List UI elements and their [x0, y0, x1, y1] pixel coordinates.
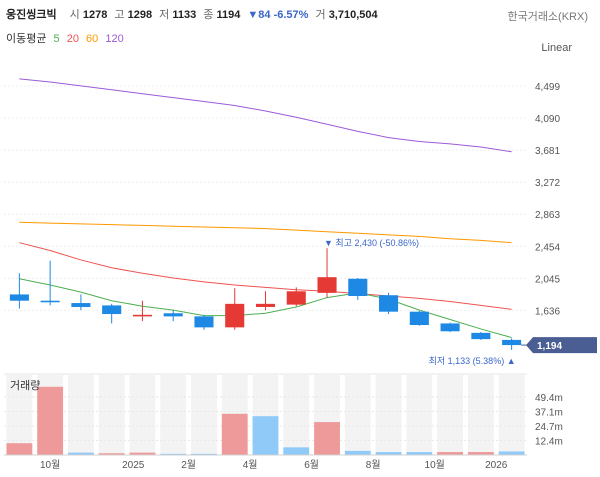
candle-body[interactable]: [194, 316, 214, 328]
close-value: 1194: [216, 9, 241, 21]
x-tick-label: 10월: [425, 459, 445, 471]
x-tick-label: 10월: [40, 459, 60, 471]
price-tick-label: 4,499: [535, 82, 560, 93]
x-tick-label: 8월: [366, 459, 381, 471]
candle-body[interactable]: [440, 323, 460, 332]
moving-average-legend: 이동평균 5 20 60 120: [6, 30, 128, 46]
ma-120-line: [19, 78, 512, 153]
ma-5-line: [19, 278, 512, 339]
low-label: 저: [159, 9, 170, 21]
ma-120-legend[interactable]: 120: [105, 33, 124, 45]
volume-bar[interactable]: [67, 452, 94, 455]
high-label: 고: [114, 9, 125, 21]
close-label: 종: [203, 9, 214, 21]
candle-body[interactable]: [163, 313, 183, 317]
volume-slot: [129, 375, 156, 455]
volume-bar[interactable]: [314, 422, 340, 455]
volume-bar[interactable]: [406, 452, 433, 455]
candle-body[interactable]: [102, 305, 122, 315]
volume-slot: [344, 375, 371, 455]
volume-slot: [283, 375, 310, 455]
volume-bar[interactable]: [98, 453, 125, 455]
volume-bar[interactable]: [37, 386, 64, 455]
ma-60-line: [19, 221, 512, 244]
price-tick-label: 2,863: [535, 210, 560, 221]
volume-bar[interactable]: [437, 452, 464, 455]
ma-20-legend[interactable]: 20: [66, 33, 79, 45]
volume-label: 거래량: [10, 379, 40, 392]
volume-value: 3,710,504: [328, 9, 378, 21]
change-value: ▼84 -6.57%: [247, 9, 309, 21]
volume-tick-label: 24.7m: [535, 422, 563, 433]
candle-body[interactable]: [471, 332, 491, 340]
x-tick-label: 6월: [304, 459, 319, 471]
price-tick-label: 2,045: [535, 274, 560, 285]
candle-body[interactable]: [255, 303, 276, 307]
ma-20-line: [19, 242, 512, 310]
volume-bar[interactable]: [252, 416, 279, 455]
volume-bar[interactable]: [6, 443, 33, 455]
volume-slot: [98, 375, 125, 455]
volume-bar[interactable]: [129, 452, 156, 455]
volume-tick-label: 12.4m: [535, 436, 563, 447]
candle-body[interactable]: [132, 314, 152, 317]
exchange-label: 한국거래소(KRX): [507, 11, 588, 23]
volume-slot: [191, 375, 217, 455]
x-tick-label: 2월: [181, 459, 196, 471]
volume-slot: [67, 375, 94, 455]
candle-body[interactable]: [40, 300, 60, 303]
volume-bar[interactable]: [283, 447, 310, 455]
volume-slot: [6, 375, 33, 455]
candle-body[interactable]: [502, 339, 522, 346]
volume-slot: [467, 375, 494, 455]
price-tick-label: 1,636: [535, 306, 560, 317]
low-value: 1133: [172, 9, 197, 21]
scale-mode-toggle[interactable]: Linear: [541, 42, 572, 54]
volume-bar[interactable]: [375, 452, 402, 455]
candle-body[interactable]: [379, 295, 399, 312]
quote-summary: 웅진씽크빅 시 1278 고 1298 저 1133 종 1194 ▼84 -6…: [6, 6, 378, 22]
last-price-label: 1,194: [537, 341, 562, 352]
open-value: 1278: [82, 9, 108, 21]
volume-tick-label: 49.4m: [535, 393, 563, 404]
moving-average-label: 이동평균: [6, 33, 47, 45]
x-tick-label: 2025: [122, 460, 145, 471]
candle-body[interactable]: [225, 303, 245, 328]
volume-label: 거: [315, 9, 326, 21]
volume-slot: [375, 375, 402, 455]
price-tick-label: 3,681: [535, 146, 560, 157]
price-tick-label: 2,454: [535, 242, 560, 253]
candle-body[interactable]: [286, 291, 306, 305]
high-annotation: ▼ 최고 2,430 (-50.86%): [324, 238, 419, 248]
candle-body[interactable]: [9, 294, 29, 301]
ma-60-legend[interactable]: 60: [86, 33, 99, 45]
volume-tick-label: 37.1m: [535, 407, 563, 418]
stock-name: 웅진씽크빅: [6, 9, 57, 21]
x-tick-label: 2026: [485, 460, 508, 471]
last-price-tag: [526, 337, 597, 354]
candle-body[interactable]: [348, 278, 368, 297]
ma-5-legend[interactable]: 5: [53, 33, 60, 45]
price-tick-label: 3,272: [535, 178, 560, 189]
candle-body[interactable]: [409, 311, 429, 326]
volume-slot: [498, 375, 525, 455]
volume-slot: [437, 375, 464, 455]
volume-slot: [406, 375, 433, 455]
low-annotation: 최저 1,133 (5.38%) ▲: [429, 356, 516, 366]
candle-body[interactable]: [71, 303, 91, 307]
volume-bar[interactable]: [344, 450, 371, 455]
candle-body[interactable]: [317, 277, 337, 293]
x-tick-label: 4월: [243, 459, 258, 471]
volume-bar[interactable]: [221, 413, 248, 455]
volume-slot: [160, 375, 187, 455]
price-tick-label: 4,090: [535, 114, 560, 125]
high-value: 1298: [127, 9, 153, 21]
volume-bar[interactable]: [498, 451, 525, 455]
volume-bar[interactable]: [467, 452, 494, 455]
open-label: 시: [69, 9, 80, 21]
